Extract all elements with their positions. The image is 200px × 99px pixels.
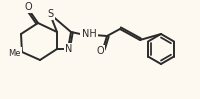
- Text: O: O: [24, 2, 32, 12]
- Text: NH: NH: [82, 29, 96, 39]
- Text: O: O: [96, 46, 104, 56]
- Text: S: S: [47, 9, 53, 19]
- Text: Me: Me: [8, 49, 20, 58]
- Text: N: N: [65, 44, 73, 54]
